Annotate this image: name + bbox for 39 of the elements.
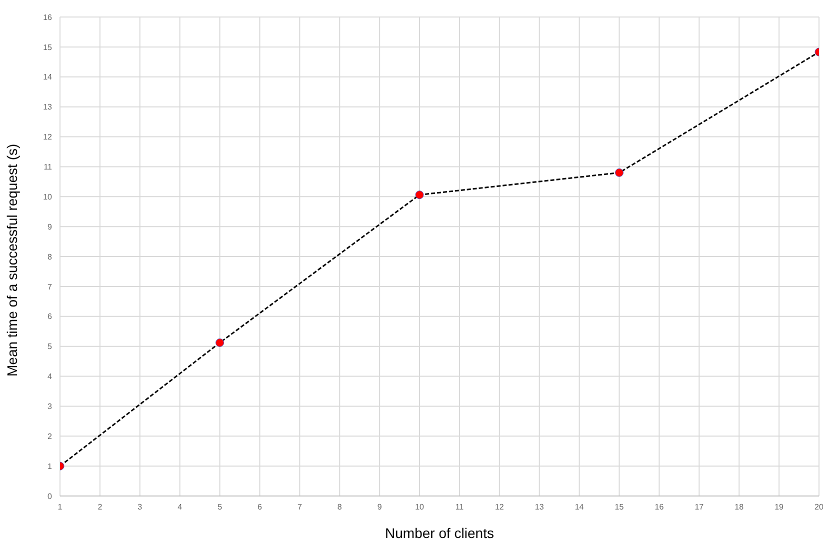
y-tick-label: 10 [43,192,53,202]
y-tick-label: 16 [43,12,53,22]
x-tick-label: 17 [694,502,704,512]
y-tick-label: 12 [43,132,53,142]
x-tick-label: 20 [814,502,823,512]
x-tick-label: 15 [614,502,624,512]
x-tick-label: 2 [98,502,103,512]
x-tick-label: 8 [337,502,342,512]
x-tick-label: 13 [534,502,544,512]
y-tick-label: 0 [48,492,53,501]
x-axis-title: Number of clients [385,525,494,541]
x-tick-label: 4 [178,502,183,512]
y-tick-label: 5 [48,342,53,352]
y-tick-label: 11 [44,162,53,172]
x-tick-label: 11 [455,502,464,512]
x-tick-label: 5 [218,502,223,512]
y-tick-label: 14 [43,72,53,82]
x-tick-label: 1 [58,502,63,512]
y-tick-label: 9 [48,222,53,232]
y-axis-title: Mean time of a successful request (s) [4,144,20,376]
x-tick-label: 19 [774,502,784,512]
x-tick-label: 7 [297,502,302,512]
y-tick-label: 15 [43,42,53,52]
x-tick-label: 9 [377,502,382,512]
x-tick-label: 3 [138,502,143,512]
x-tick-label: 10 [415,502,425,512]
y-tick-label: 1 [48,462,53,471]
x-tick-label: 16 [654,502,664,512]
y-tick-label: 3 [48,402,53,412]
x-tick-label: 6 [258,502,263,512]
y-tick-label: 7 [48,282,53,292]
y-tick-label: 8 [48,252,53,262]
x-tick-label: 14 [574,502,584,512]
x-tick-label: 12 [494,502,504,512]
y-tick-label: 4 [48,372,53,382]
x-tick-label: 18 [734,502,744,512]
y-tick-label: 2 [48,432,53,441]
y-tick-label: 6 [48,312,53,322]
y-tick-label: 13 [43,102,53,112]
